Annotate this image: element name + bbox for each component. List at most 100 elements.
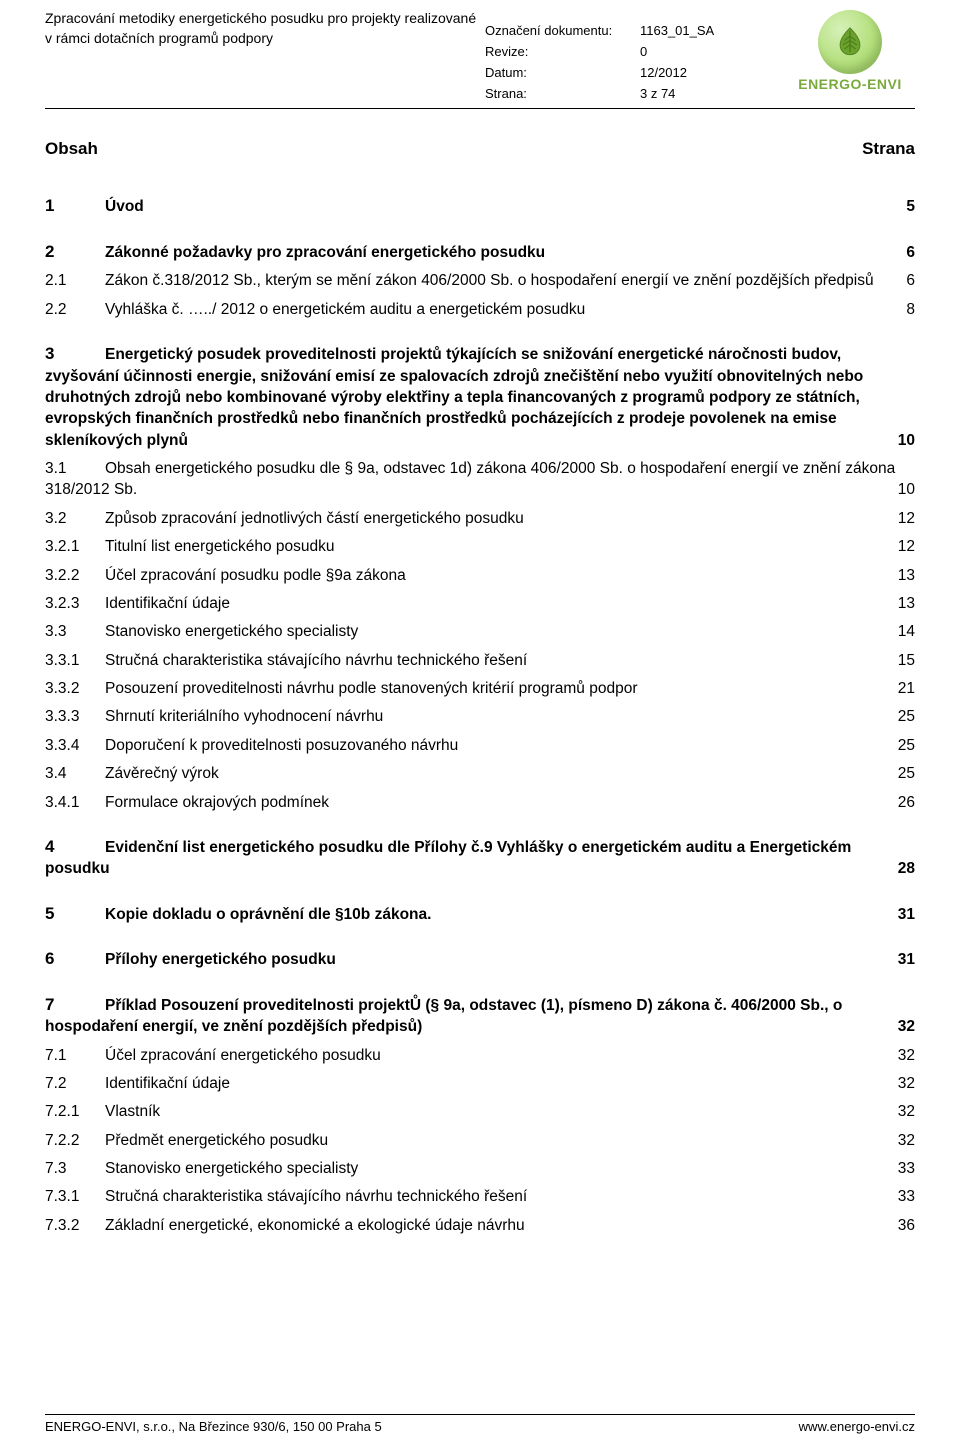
footer-left: ENERGO-ENVI, s.r.o., Na Březince 930/6, … xyxy=(45,1419,382,1434)
toc-number: 7.2 xyxy=(45,1073,105,1094)
toc-number: 3.4 xyxy=(45,763,105,784)
toc-entry: 7.3.1Stručná charakteristika stávajícího… xyxy=(45,1186,915,1207)
toc-text: Účel zpracování energetického posudku xyxy=(105,1045,875,1066)
toc-number: 7 xyxy=(45,993,105,1016)
meta-docid-value: 1163_01_SA xyxy=(640,20,785,41)
toc-text: Vlastník xyxy=(105,1101,875,1122)
toc-text: Závěrečný výrok xyxy=(105,763,875,784)
toc-page: 6 xyxy=(906,270,915,291)
toc-page: 25 xyxy=(875,763,915,784)
contents-label: Obsah xyxy=(45,137,98,160)
header-meta: Označení dokumentu: 1163_01_SA Revize: 0… xyxy=(485,8,785,104)
toc-page: 25 xyxy=(875,735,915,756)
toc-number: 3.3.4 xyxy=(45,735,105,756)
toc-number: 3 xyxy=(45,342,105,365)
toc-text: Základní energetické, ekonomické a ekolo… xyxy=(105,1215,875,1236)
toc-entry: 3.2.1Titulní list energetického posudku1… xyxy=(45,536,915,557)
toc-entry: 3.4.1Formulace okrajových podmínek26 xyxy=(45,792,915,813)
toc-number: 7.2.1 xyxy=(45,1101,105,1122)
toc-number: 3.2.2 xyxy=(45,565,105,586)
toc-text: Shrnutí kriteriálního vyhodnocení návrhu xyxy=(105,706,875,727)
toc-entry: 3.3Stanovisko energetického specialisty1… xyxy=(45,621,915,642)
toc-text: Stanovisko energetického specialisty xyxy=(105,621,875,642)
meta-date-label: Datum: xyxy=(485,62,640,83)
toc-text: Posouzení proveditelnosti návrhu podle s… xyxy=(105,678,875,699)
toc-entry: 7.3Stanovisko energetického specialisty3… xyxy=(45,1158,915,1179)
toc-text: Zákon č.318/2012 Sb., kterým se mění zák… xyxy=(105,272,874,289)
toc-page: 13 xyxy=(875,565,915,586)
toc-page: 15 xyxy=(875,650,915,671)
toc-page: 32 xyxy=(875,1101,915,1122)
toc-text: Úvod xyxy=(105,196,875,217)
toc-text: Identifikační údaje xyxy=(105,1073,875,1094)
toc-entry: 5Kopie dokladu o oprávnění dle §10b záko… xyxy=(45,902,915,925)
toc-text: Příklad Posouzení proveditelnosti projek… xyxy=(45,997,842,1035)
toc-entry: 7.1Účel zpracování energetického posudku… xyxy=(45,1045,915,1066)
document-body: Obsah Strana 1Úvod52Zákonné požadavky pr… xyxy=(45,109,915,1236)
toc-page: 32 xyxy=(875,1045,915,1066)
toc-page: 21 xyxy=(875,678,915,699)
toc-number: 3.3 xyxy=(45,621,105,642)
toc-entry: 7.2.2Předmět energetického posudku32 xyxy=(45,1130,915,1151)
toc-number: 3.1 xyxy=(45,458,105,479)
toc-number: 3.2.3 xyxy=(45,593,105,614)
toc-text: Vyhláška č. …../ 2012 o energetickém aud… xyxy=(105,299,875,320)
toc-page: 31 xyxy=(875,949,915,970)
toc-entry: 3.1Obsah energetického posudku dle § 9a,… xyxy=(45,458,915,501)
toc-text: Způsob zpracování jednotlivých částí ene… xyxy=(105,508,875,529)
toc-number: 7.3.2 xyxy=(45,1215,105,1236)
toc-page: 10 xyxy=(898,430,915,451)
toc-entry: 3.3.4Doporučení k proveditelnosti posuzo… xyxy=(45,735,915,756)
toc-page: 12 xyxy=(875,536,915,557)
document-header: Zpracování metodiky energetického posudk… xyxy=(45,0,915,104)
toc-number: 2.1 xyxy=(45,270,105,291)
toc-text: Účel zpracování posudku podle §9a zákona xyxy=(105,565,875,586)
toc-entry: 3Energetický posudek proveditelnosti pro… xyxy=(45,342,915,451)
toc-text: Identifikační údaje xyxy=(105,593,875,614)
toc-page: 33 xyxy=(875,1186,915,1207)
footer-right: www.energo-envi.cz xyxy=(799,1419,915,1434)
toc-text: Evidenční list energetického posudku dle… xyxy=(45,839,851,877)
toc-text: Energetický posudek proveditelnosti proj… xyxy=(45,346,863,449)
toc-number: 7.2.2 xyxy=(45,1130,105,1151)
toc-number: 3.2.1 xyxy=(45,536,105,557)
toc-number: 7.1 xyxy=(45,1045,105,1066)
toc-page: 31 xyxy=(875,904,915,925)
header-logo: ENERGO-ENVI xyxy=(785,8,915,92)
contents-page-label: Strana xyxy=(862,137,915,160)
toc-number: 2.2 xyxy=(45,299,105,320)
toc-entry: 7.3.2Základní energetické, ekonomické a … xyxy=(45,1215,915,1236)
toc-page: 6 xyxy=(875,242,915,263)
table-of-contents: 1Úvod52Zákonné požadavky pro zpracování … xyxy=(45,194,915,1236)
toc-text: Obsah energetického posudku dle § 9a, od… xyxy=(45,460,895,498)
footer-rule xyxy=(45,1414,915,1415)
toc-number: 2 xyxy=(45,240,105,263)
toc-page: 36 xyxy=(875,1215,915,1236)
document-footer: ENERGO-ENVI, s.r.o., Na Březince 930/6, … xyxy=(45,1414,915,1434)
meta-rev-value: 0 xyxy=(640,41,785,62)
toc-number: 7.3.1 xyxy=(45,1186,105,1207)
toc-page: 33 xyxy=(875,1158,915,1179)
toc-page: 5 xyxy=(875,196,915,217)
toc-entry: 3.4Závěrečný výrok25 xyxy=(45,763,915,784)
toc-number: 3.3.2 xyxy=(45,678,105,699)
toc-entry: 1Úvod5 xyxy=(45,194,915,217)
header-title-line1: Zpracování metodiky energetického posudk… xyxy=(45,10,476,26)
toc-entry: 3.3.3Shrnutí kriteriálního vyhodnocení n… xyxy=(45,706,915,727)
toc-entry: 2.2Vyhláška č. …../ 2012 o energetickém … xyxy=(45,299,915,320)
toc-page: 25 xyxy=(875,706,915,727)
header-title-line2: v rámci dotačních programů podpory xyxy=(45,30,273,46)
meta-page-value: 3 z 74 xyxy=(640,83,785,104)
toc-entry: 7.2Identifikační údaje32 xyxy=(45,1073,915,1094)
toc-number: 3.4.1 xyxy=(45,792,105,813)
toc-page: 32 xyxy=(875,1073,915,1094)
toc-text: Předmět energetického posudku xyxy=(105,1130,875,1151)
meta-rev-label: Revize: xyxy=(485,41,640,62)
toc-text: Doporučení k proveditelnosti posuzovanéh… xyxy=(105,735,875,756)
toc-entry: 6Přílohy energetického posudku31 xyxy=(45,947,915,970)
brand-name: ENERGO-ENVI xyxy=(798,76,902,92)
toc-text: Stručná charakteristika stávajícího návr… xyxy=(105,1186,875,1207)
toc-number: 6 xyxy=(45,947,105,970)
toc-text: Přílohy energetického posudku xyxy=(105,949,875,970)
toc-page: 12 xyxy=(875,508,915,529)
